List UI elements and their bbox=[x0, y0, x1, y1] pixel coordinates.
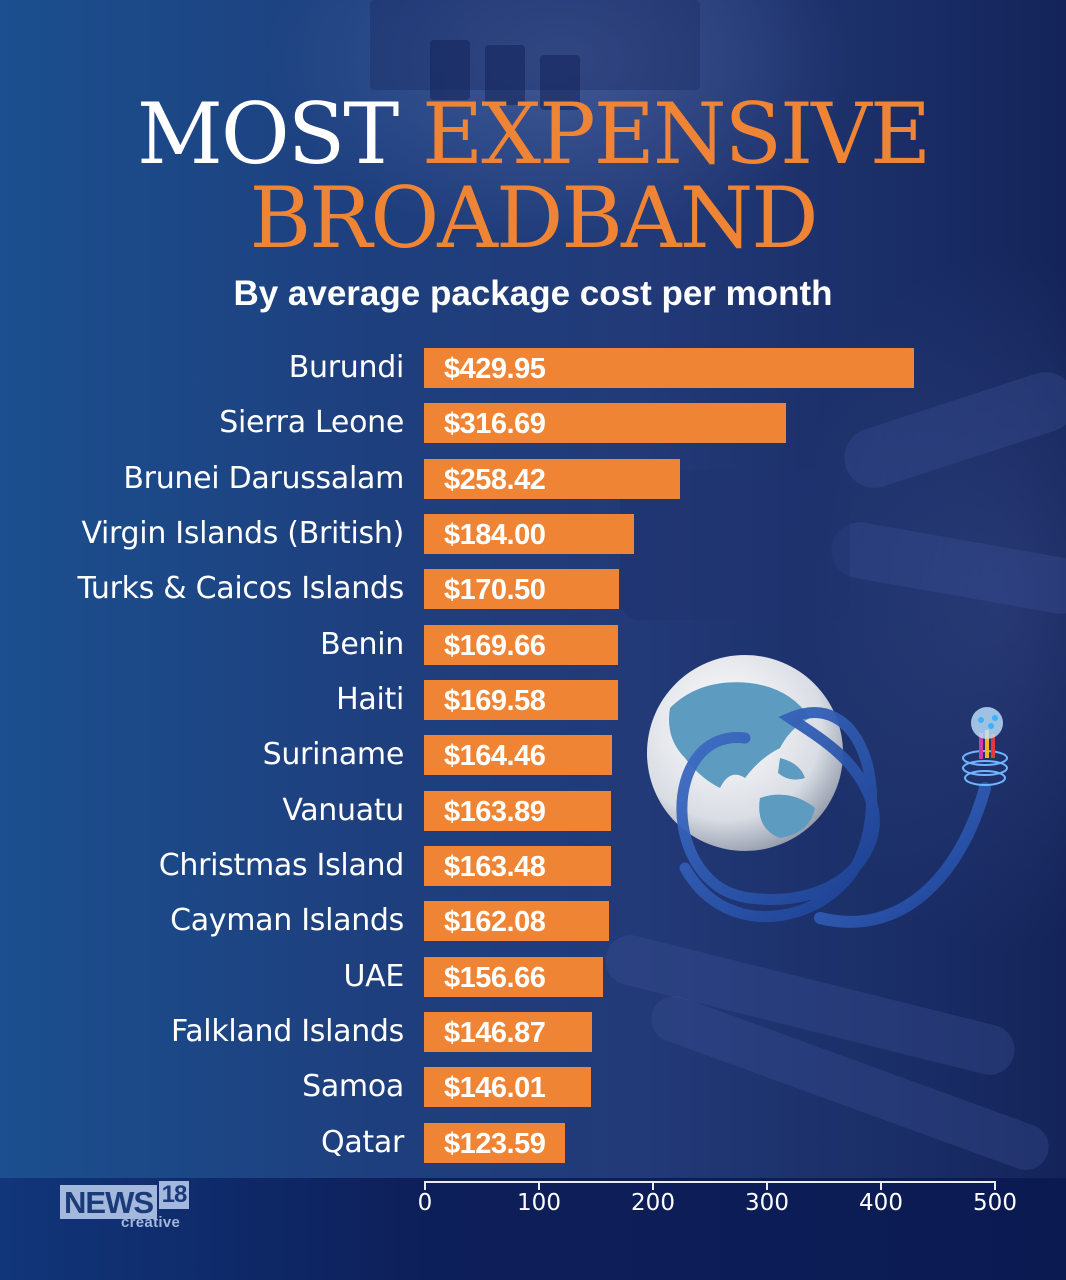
bar-value-label: $316.69 bbox=[444, 408, 546, 440]
country-label: Burundi bbox=[288, 350, 405, 385]
country-label: Haiti bbox=[336, 682, 404, 717]
title-word-expensive: EXPENSIVE bbox=[421, 85, 931, 183]
bar-row-suriname: Suriname $164.46 bbox=[0, 735, 1066, 775]
fiber-connector bbox=[962, 707, 1008, 786]
background-server-rack bbox=[370, 0, 700, 90]
country-label: Cayman Islands bbox=[170, 903, 404, 938]
country-label: Turks & Caicos Islands bbox=[77, 571, 404, 606]
bar bbox=[424, 791, 611, 831]
country-label: Falkland Islands bbox=[171, 1014, 404, 1049]
bar bbox=[424, 459, 680, 499]
bar-value-label: $156.66 bbox=[444, 962, 546, 994]
bar-row-brunei: Brunei Darussalam $258.42 bbox=[0, 459, 1066, 499]
bar-value-label: $429.95 bbox=[444, 353, 546, 385]
background-server-port bbox=[540, 55, 580, 110]
bar-row-haiti: Haiti $169.58 bbox=[0, 680, 1066, 720]
country-label: Benin bbox=[320, 627, 404, 662]
x-axis-tick bbox=[538, 1181, 540, 1190]
x-axis-tick bbox=[994, 1181, 996, 1190]
x-axis-tick bbox=[424, 1181, 426, 1190]
bar-row-sierra-leone: Sierra Leone $316.69 bbox=[0, 403, 1066, 443]
x-axis-tick-label: 200 bbox=[631, 1190, 675, 1216]
country-label: UAE bbox=[343, 959, 404, 994]
bar-row-christmas-island: Christmas Island $163.48 bbox=[0, 846, 1066, 886]
bar-value-label: $258.42 bbox=[444, 464, 546, 496]
bar-row-qatar: Qatar $123.59 bbox=[0, 1123, 1066, 1163]
x-axis-tick-label: 500 bbox=[973, 1190, 1017, 1216]
x-axis-tick-label: 300 bbox=[745, 1190, 789, 1216]
title-line-2: BROADBAND bbox=[249, 169, 818, 267]
country-label: Christmas Island bbox=[158, 848, 405, 883]
bar bbox=[424, 1123, 565, 1163]
title-word-most: MOST bbox=[136, 85, 399, 183]
bar-value-label: $146.01 bbox=[444, 1072, 546, 1104]
x-axis-tick bbox=[880, 1181, 882, 1190]
bar bbox=[424, 1067, 591, 1107]
bar-value-label: $163.89 bbox=[444, 796, 546, 828]
background-server-port bbox=[485, 45, 525, 105]
bar bbox=[424, 901, 609, 941]
globe-icon bbox=[647, 655, 1008, 928]
x-axis-tick bbox=[652, 1181, 654, 1190]
bar-value-label: $163.48 bbox=[444, 851, 546, 883]
x-axis-tick-label: 0 bbox=[417, 1190, 433, 1216]
background-server-port bbox=[430, 40, 470, 100]
x-axis-tick-label: 400 bbox=[859, 1190, 903, 1216]
logo-news-text: NEWS bbox=[60, 1185, 157, 1220]
bar bbox=[424, 1012, 592, 1052]
bar bbox=[424, 846, 611, 886]
bar bbox=[424, 680, 618, 720]
bar-row-benin: Benin $169.66 bbox=[0, 625, 1066, 665]
country-label: Brunei Darussalam bbox=[123, 461, 404, 496]
x-axis-tick bbox=[766, 1181, 768, 1190]
country-label: Virgin Islands (British) bbox=[81, 516, 404, 551]
bar-value-label: $169.66 bbox=[444, 630, 546, 662]
bar-row-burundi: Burundi $429.95 bbox=[0, 348, 1066, 388]
country-label: Qatar bbox=[321, 1125, 404, 1160]
bar-value-label: $170.50 bbox=[444, 574, 546, 606]
globe-cable-illustration bbox=[640, 648, 1040, 948]
bar-row-cayman-islands: Cayman Islands $162.08 bbox=[0, 901, 1066, 941]
bar-value-label: $169.58 bbox=[444, 685, 546, 717]
bar-row-uae: UAE $156.66 bbox=[0, 957, 1066, 997]
country-label: Sierra Leone bbox=[219, 405, 404, 440]
bar bbox=[424, 514, 634, 554]
bar-value-label: $162.08 bbox=[444, 906, 546, 938]
bar-row-samoa: Samoa $146.01 bbox=[0, 1067, 1066, 1107]
logo-creative-text: creative bbox=[121, 1214, 181, 1231]
country-label: Suriname bbox=[262, 737, 405, 772]
bar-row-virgin-islands: Virgin Islands (British) $184.00 bbox=[0, 514, 1066, 554]
bar-value-label: $164.46 bbox=[444, 740, 546, 772]
country-label: Samoa bbox=[302, 1069, 404, 1104]
country-label: Vanuatu bbox=[282, 793, 404, 828]
bar-row-turks-caicos: Turks & Caicos Islands $170.50 bbox=[0, 569, 1066, 609]
bar bbox=[424, 957, 603, 997]
logo-number: 18 bbox=[159, 1181, 189, 1209]
bar bbox=[424, 403, 786, 443]
subtitle: By average package cost per month bbox=[233, 274, 833, 313]
bar bbox=[424, 569, 619, 609]
x-axis-tick-label: 100 bbox=[517, 1190, 561, 1216]
bar bbox=[424, 735, 612, 775]
bar-value-label: $184.00 bbox=[444, 519, 546, 551]
bar-value-label: $123.59 bbox=[444, 1128, 546, 1160]
bar bbox=[424, 625, 618, 665]
x-axis-line bbox=[424, 1181, 996, 1183]
bar-row-falkland-islands: Falkland Islands $146.87 bbox=[0, 1012, 1066, 1052]
title-line-1: MOST EXPENSIVE bbox=[0, 92, 1066, 176]
bar bbox=[424, 348, 914, 388]
bar-row-vanuatu: Vanuatu $163.89 bbox=[0, 791, 1066, 831]
bar-value-label: $146.87 bbox=[444, 1017, 546, 1049]
